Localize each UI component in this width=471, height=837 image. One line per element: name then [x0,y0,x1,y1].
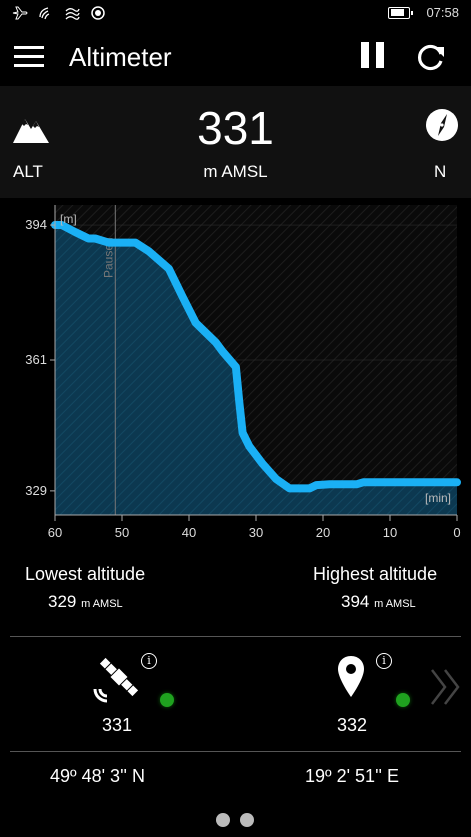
hamburger-menu-icon[interactable] [14,44,46,70]
wifi-calling-icon [65,8,80,20]
page-dot-2[interactable] [240,813,254,827]
x-tick-label: 0 [453,525,460,540]
latitude-value: 49º 48' 3'' N [50,766,145,786]
coordinates: 49º 48' 3'' N 19º 2' 51'' E [0,752,471,802]
chevron-right-icon[interactable] [428,667,464,707]
x-tick-label: 60 [48,525,62,540]
x-tick-label: 40 [182,525,196,540]
highest-altitude-label: Highest altitude [313,564,438,584]
page-dot-1[interactable] [216,813,230,827]
divider-bottom [10,751,461,752]
y-tick-label: 361 [25,352,47,367]
longitude-value: 19º 2' 51'' E [305,766,399,786]
y-axis-unit: [m] [60,212,77,226]
gps-altitude-value: 331 [102,715,133,735]
pause-marker-label: Paused [101,237,115,278]
gps-info-icon[interactable]: i [141,653,157,669]
lowest-altitude-number: 329 [48,592,77,611]
divider-top [10,636,461,637]
satellite-icon[interactable] [91,653,143,705]
x-tick-label: 30 [249,525,263,540]
gps-status-indicator [160,693,174,707]
map-info-icon[interactable]: i [376,653,392,669]
altitude-stats: Lowest altitude 329 m AMSL Highest altit… [0,562,471,624]
altitude-unit: m AMSL [203,162,268,181]
page-indicator [0,813,471,829]
x-tick-label: 50 [115,525,129,540]
altitude-chart-svg: Paused [m] [min] 60 50 40 30 20 10 0 394 361 329 [25,205,461,540]
altitude-header: ALT 331 m AMSL N [0,86,471,198]
lowest-altitude-value: 329 m AMSL [48,592,123,612]
y-tick-label: 329 [25,483,47,498]
highest-altitude-value: 394 m AMSL [341,592,416,612]
mountain-icon [13,119,49,143]
map-pin-icon[interactable] [337,655,365,699]
map-status-indicator [396,693,410,707]
lowest-altitude-unit: m AMSL [81,598,123,610]
direction-label: N [434,162,447,181]
pause-icon[interactable] [358,40,388,72]
highest-altitude-unit: m AMSL [374,598,416,610]
altitude-sources: i 331 i 332 [0,637,471,751]
app-title: Altimeter [69,42,172,72]
x-axis-unit: [min] [425,491,451,505]
compass-icon [426,109,458,141]
x-tick-label: 20 [316,525,330,540]
y-tick-label: 394 [25,217,47,232]
app-bar: Altimeter [0,28,471,86]
wifi-icon [39,7,50,20]
battery-icon [388,6,414,19]
altitude-area [55,225,457,515]
alt-label: ALT [13,162,43,181]
x-tick-label: 10 [383,525,397,540]
airplane-icon [12,6,28,20]
refresh-icon[interactable] [414,40,448,74]
highest-altitude-number: 394 [341,592,370,611]
altitude-chart: Paused [m] [min] 60 50 40 30 20 10 0 394 361 329 [0,198,471,548]
altitude-line [51,221,461,493]
map-altitude-value: 332 [337,715,368,735]
lowest-altitude-label: Lowest altitude [25,564,146,584]
clock: 07:58 [426,5,459,20]
battery-fill [390,9,404,16]
location-icon [91,6,105,20]
current-altitude: 331 [197,102,274,154]
status-bar: 07:58 [0,0,471,28]
